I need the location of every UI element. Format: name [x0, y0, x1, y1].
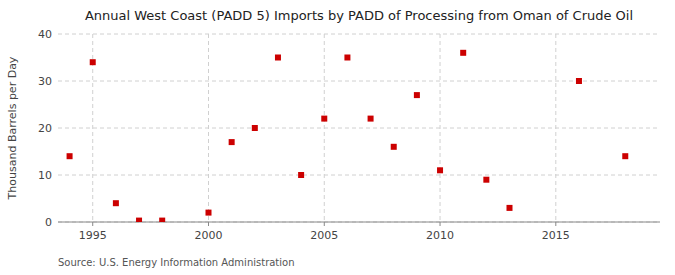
- point: [206, 210, 212, 216]
- title: Annual West Coast (PADD 5) Imports by PA…: [85, 8, 633, 23]
- point: [507, 205, 513, 211]
- point: [368, 116, 374, 122]
- x-tick-label: 2010: [426, 229, 454, 242]
- y-grid-line: [58, 222, 660, 223]
- point: [159, 218, 165, 222]
- x-tick-mark: [324, 222, 325, 226]
- chart-svg: Annual West Coast (PADD 5) Imports by PA…: [0, 0, 675, 275]
- y-grid-line: [58, 128, 660, 129]
- x-grid-line: [208, 34, 209, 222]
- x-tick-mark: [92, 222, 93, 226]
- y-grid-line: [58, 81, 660, 82]
- point: [460, 50, 466, 56]
- y-grid-line: [58, 34, 660, 35]
- point: [275, 55, 281, 61]
- x-grid-line: [324, 34, 325, 222]
- source-note: Source: U.S. Energy Information Administ…: [58, 257, 295, 268]
- y-grid-line: [58, 175, 660, 176]
- point: [252, 125, 258, 131]
- x-tick-mark: [440, 222, 441, 226]
- y-tick-label: 20: [38, 122, 52, 135]
- point: [622, 153, 628, 159]
- point: [136, 218, 142, 222]
- chart-container: Annual West Coast (PADD 5) Imports by PA…: [0, 0, 675, 275]
- point: [391, 144, 397, 150]
- point: [414, 92, 420, 98]
- point: [298, 172, 304, 178]
- x-tick-label: 2000: [195, 229, 223, 242]
- y-tick-label: 0: [45, 216, 52, 229]
- point: [437, 167, 443, 173]
- grid: [58, 34, 660, 222]
- points: [67, 50, 629, 222]
- point: [344, 55, 350, 61]
- y-tick-label: 40: [38, 28, 52, 41]
- x-tick-mark: [208, 222, 209, 226]
- y-tick-label: 30: [38, 75, 52, 88]
- x-grid-line: [555, 34, 556, 222]
- x-grid-line: [440, 34, 441, 222]
- x-tick-label: 1995: [79, 229, 107, 242]
- point: [229, 139, 235, 145]
- point: [483, 177, 489, 183]
- point: [90, 59, 96, 65]
- point: [67, 153, 73, 159]
- point: [321, 116, 327, 122]
- x-axis-line: [58, 222, 660, 223]
- y-tick-label: 10: [38, 169, 52, 182]
- x-tick-mark: [555, 222, 556, 226]
- point: [113, 200, 119, 206]
- point: [576, 78, 582, 84]
- x-tick-label: 2015: [542, 229, 570, 242]
- x-tick-label: 2005: [310, 229, 338, 242]
- y-axis-label: Thousand Barrels per Day: [6, 56, 19, 200]
